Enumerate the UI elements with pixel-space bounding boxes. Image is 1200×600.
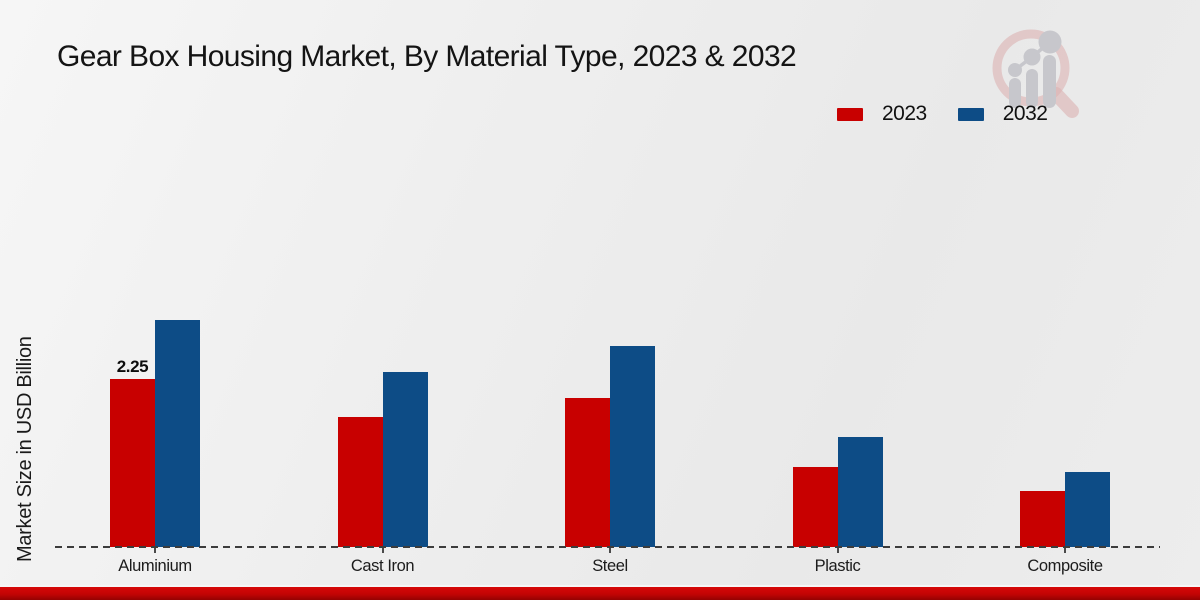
bar-composite-2023 xyxy=(1020,491,1065,547)
bar-cast-iron-2032 xyxy=(382,372,428,547)
x-axis-tick xyxy=(836,548,839,553)
data-label-aluminium-2023: 2.25 xyxy=(116,357,149,376)
legend-label-2023: 2023 xyxy=(882,102,927,125)
bar-steel-2023 xyxy=(565,398,610,547)
x-axis-tick xyxy=(381,548,384,553)
category-label-composite: Composite xyxy=(1027,557,1103,575)
legend-item-2032: 2032 xyxy=(957,102,1048,126)
x-axis-dashed-baseline xyxy=(55,546,1160,548)
x-axis-tick xyxy=(154,548,156,553)
legend: 2023 2032 xyxy=(837,102,1048,126)
bottom-strip-separator xyxy=(0,585,1200,587)
x-axis-tick xyxy=(1064,548,1066,553)
bar-steel-2032 xyxy=(610,346,655,547)
chart-title: Gear Box Housing Market, By Material Typ… xyxy=(57,40,797,73)
bar-aluminium-2032 xyxy=(155,320,200,547)
category-label-steel: Steel xyxy=(592,557,628,575)
legend-label-2032: 2032 xyxy=(1002,102,1048,125)
brand-bottom-bar xyxy=(0,587,1200,600)
x-axis-tick xyxy=(609,548,611,553)
legend-swatch-2023 xyxy=(837,107,863,121)
category-label-aluminium: Aluminium xyxy=(118,557,192,575)
bar-plastic-2023 xyxy=(792,467,838,547)
category-label-cast-iron: Cast Iron xyxy=(350,557,415,575)
legend-swatch-2032 xyxy=(957,107,984,121)
bar-aluminium-2023 xyxy=(110,379,155,547)
magnifier-growth-logo-icon xyxy=(992,29,1079,118)
category-label-plastic: Plastic xyxy=(814,557,861,575)
bar-composite-2032 xyxy=(1065,472,1110,547)
bar-plastic-2032 xyxy=(837,437,883,547)
legend-item-2023: 2023 xyxy=(837,102,927,126)
bar-cast-iron-2023 xyxy=(337,417,383,547)
